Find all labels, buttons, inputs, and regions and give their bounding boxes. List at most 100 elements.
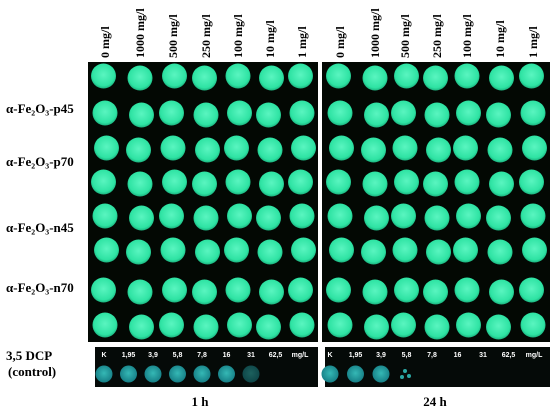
column-label: 0 mg/l <box>333 26 347 58</box>
colony <box>193 314 219 340</box>
colony <box>256 205 281 231</box>
colony <box>91 277 116 303</box>
colony <box>326 169 351 195</box>
panel-label: 1 h <box>192 394 210 409</box>
column-label: 1000 mg/l <box>133 8 147 58</box>
colony <box>489 65 514 91</box>
colony <box>423 171 448 197</box>
colony <box>129 314 154 340</box>
panel-label: 24 h <box>423 394 447 409</box>
colony <box>364 314 389 340</box>
colony <box>486 205 511 231</box>
colony <box>227 312 252 338</box>
colony <box>94 237 119 263</box>
control-label: 3,5 DCP <box>6 348 52 363</box>
colony <box>519 277 544 303</box>
colony <box>519 63 544 89</box>
colony <box>424 102 450 128</box>
control-dose: 62,5 <box>502 352 516 359</box>
colony <box>329 237 354 263</box>
colony <box>391 203 416 229</box>
colony <box>519 169 544 195</box>
colony <box>225 63 251 89</box>
colony <box>394 169 419 195</box>
colony <box>288 277 313 303</box>
colony <box>453 135 478 161</box>
colony <box>453 237 478 263</box>
control-dose: 3,9 <box>148 352 158 359</box>
control-speck <box>407 374 411 378</box>
column-label: 1 mg/l <box>295 26 309 58</box>
control-dose: 62,5 <box>269 352 283 359</box>
colony <box>394 277 419 303</box>
colony <box>456 203 481 229</box>
colony <box>327 203 353 229</box>
control-spot <box>321 365 339 383</box>
colony <box>162 63 187 89</box>
colony <box>291 237 316 263</box>
colony <box>159 203 184 229</box>
colony <box>91 63 116 89</box>
control-spot <box>169 365 186 383</box>
colony <box>162 277 187 303</box>
colony <box>489 279 514 305</box>
colony <box>329 135 354 161</box>
column-label: 100 mg/l <box>460 14 474 58</box>
control-dose: 5,8 <box>402 352 412 359</box>
colony <box>288 63 313 89</box>
colony <box>520 203 546 229</box>
control-label: (control) <box>8 364 56 379</box>
colony <box>195 239 220 265</box>
colony <box>291 135 316 161</box>
control-dose: 5,8 <box>173 352 183 359</box>
colony <box>326 63 351 89</box>
colony <box>520 100 546 126</box>
colony <box>392 237 418 263</box>
column-label: 1 mg/l <box>526 26 540 58</box>
colony <box>227 100 252 126</box>
colony <box>362 171 388 197</box>
colony <box>129 102 154 128</box>
colony <box>289 100 315 126</box>
colony <box>454 169 480 195</box>
colony <box>456 312 481 338</box>
control-speck <box>403 369 407 373</box>
control-dose: 16 <box>454 352 462 359</box>
row-label: α-Fe₂O₃-p70 <box>6 154 74 169</box>
colony <box>192 65 217 91</box>
colony <box>456 100 481 126</box>
colony <box>454 63 480 89</box>
colony <box>224 237 249 263</box>
colony <box>289 203 315 229</box>
colony <box>94 135 119 161</box>
colony <box>424 314 450 340</box>
colony <box>129 205 154 231</box>
control-spot <box>120 365 137 383</box>
colony <box>127 171 153 197</box>
control-dose: mg/L <box>292 352 309 359</box>
colony <box>487 239 513 265</box>
row-label: α-Fe₂O₃-n45 <box>6 220 74 235</box>
control-dose: 31 <box>247 352 255 359</box>
colony <box>91 169 116 195</box>
colony <box>92 312 118 338</box>
colony <box>522 237 547 263</box>
colony <box>392 135 418 161</box>
column-label: 10 mg/l <box>493 20 507 58</box>
column-label: 0 mg/l <box>98 26 112 58</box>
colony <box>259 279 284 305</box>
colony <box>424 205 450 231</box>
colony <box>225 169 251 195</box>
control-speck <box>400 375 404 379</box>
colony <box>159 100 184 126</box>
column-label: 1000 mg/l <box>368 8 382 58</box>
colony <box>227 203 252 229</box>
colony <box>92 203 118 229</box>
colony <box>391 100 416 126</box>
colony <box>327 100 353 126</box>
colony <box>522 135 547 161</box>
column-label: 100 mg/l <box>231 14 245 58</box>
column-label: 250 mg/l <box>430 14 444 58</box>
colony <box>394 63 419 89</box>
control-strip-24h <box>325 347 550 387</box>
